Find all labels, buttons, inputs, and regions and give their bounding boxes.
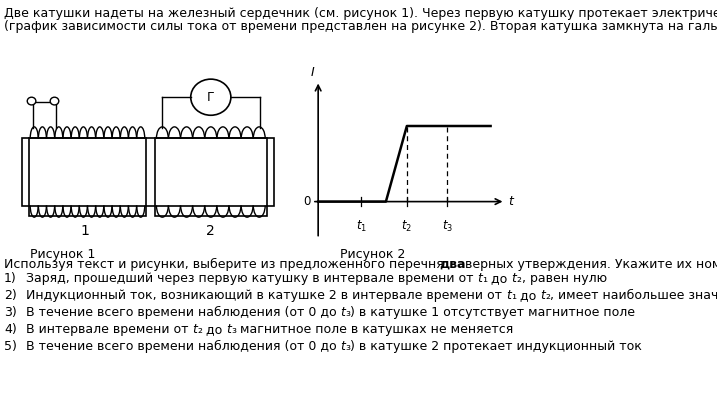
Text: до: до <box>202 323 227 336</box>
Text: 4): 4) <box>4 323 16 336</box>
Text: В течение всего времени наблюдения (от 0 до: В течение всего времени наблюдения (от 0… <box>26 306 341 319</box>
Text: ₃: ₃ <box>346 306 351 319</box>
Bar <box>22 139 274 205</box>
Text: $t_1$: $t_1$ <box>356 218 367 234</box>
Text: $t$: $t$ <box>508 195 515 208</box>
Text: t: t <box>192 323 197 336</box>
Text: 1): 1) <box>4 272 16 285</box>
Text: , имеет наибольшее значение: , имеет наибольшее значение <box>550 289 717 302</box>
Text: Две катушки надеты на железный сердечник (см. рисунок 1). Через первую катушку п: Две катушки надеты на железный сердечник… <box>4 7 717 20</box>
Text: t: t <box>341 340 346 353</box>
Text: Г: Г <box>207 91 214 104</box>
Circle shape <box>50 97 59 105</box>
Text: t: t <box>506 289 511 302</box>
Text: Заряд, прошедший через первую катушку в интервале времени от: Заряд, прошедший через первую катушку в … <box>26 272 478 285</box>
Text: ₂: ₂ <box>197 323 202 336</box>
Bar <box>29 139 146 216</box>
Text: до: до <box>488 272 512 285</box>
Text: $t_2$: $t_2$ <box>402 218 412 234</box>
Text: ₂: ₂ <box>545 289 550 302</box>
Text: 2: 2 <box>206 224 215 239</box>
Text: $I$: $I$ <box>310 66 315 79</box>
Text: В течение всего времени наблюдения (от 0 до: В течение всего времени наблюдения (от 0… <box>26 340 341 353</box>
Text: два: два <box>439 258 465 271</box>
Text: ₂: ₂ <box>516 272 521 285</box>
Text: 0: 0 <box>303 195 310 208</box>
Text: , равен нулю: , равен нулю <box>521 272 607 285</box>
Text: $t_3$: $t_3$ <box>442 218 453 234</box>
Text: магнитное поле в катушках не меняется: магнитное поле в катушках не меняется <box>237 323 514 336</box>
Text: ) в катушке 1 отсутствует магнитное поле: ) в катушке 1 отсутствует магнитное поле <box>351 306 635 319</box>
Text: 2): 2) <box>4 289 16 302</box>
Text: (график зависимости силы тока от времени представлен на рисунке 2). Вторая катуш: (график зависимости силы тока от времени… <box>4 20 717 33</box>
Text: верных утверждения. Укажите их номера.: верных утверждения. Укажите их номера. <box>461 258 717 271</box>
Text: Рисунок 1: Рисунок 1 <box>30 248 95 261</box>
Circle shape <box>191 79 231 115</box>
Text: 5): 5) <box>4 340 17 353</box>
Text: до: до <box>516 289 540 302</box>
Circle shape <box>27 97 36 105</box>
Text: t: t <box>540 289 545 302</box>
Text: ₁: ₁ <box>483 272 488 285</box>
Text: Рисунок 2: Рисунок 2 <box>340 248 405 261</box>
Text: ₃: ₃ <box>346 340 351 353</box>
Text: ) в катушке 2 протекает индукционный ток: ) в катушке 2 протекает индукционный ток <box>351 340 642 353</box>
Text: В интервале времени от: В интервале времени от <box>26 323 192 336</box>
Text: 1: 1 <box>80 224 89 239</box>
Text: t: t <box>478 272 483 285</box>
Text: ₁: ₁ <box>511 289 516 302</box>
Text: t: t <box>512 272 516 285</box>
Text: Индукционный ток, возникающий в катушке 2 в интервале времени от: Индукционный ток, возникающий в катушке … <box>26 289 506 302</box>
Text: ₃: ₃ <box>232 323 237 336</box>
Text: 3): 3) <box>4 306 16 319</box>
Text: Используя текст и рисунки, выберите из предложенного перечня: Используя текст и рисунки, выберите из п… <box>4 258 447 271</box>
Text: t: t <box>227 323 232 336</box>
Text: t: t <box>341 306 346 319</box>
Bar <box>155 139 267 216</box>
